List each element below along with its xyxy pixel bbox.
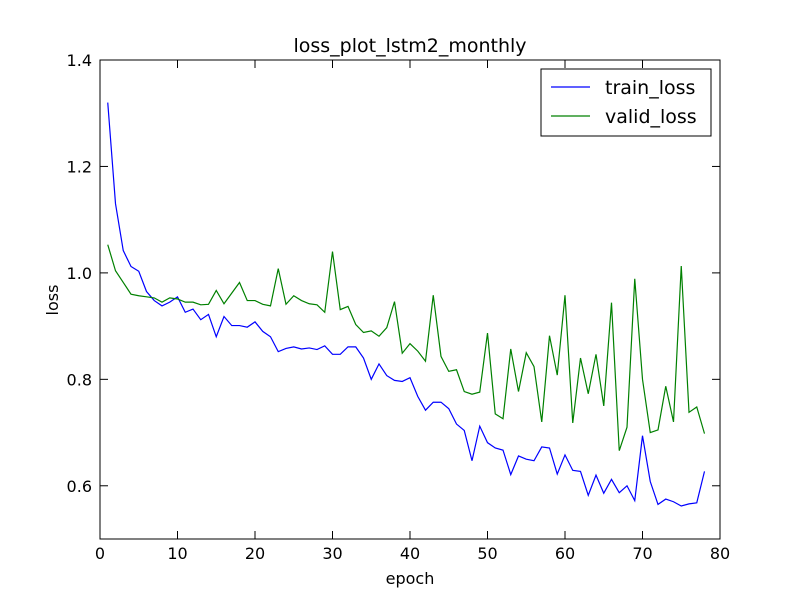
y-tick-label: 0.6 — [67, 477, 92, 496]
series-line-train-loss — [107, 102, 706, 507]
chart-title: loss_plot_lstm2_monthly — [293, 35, 526, 57]
legend: train_loss valid_loss — [540, 68, 712, 137]
y-tick-label: 1.0 — [67, 264, 92, 283]
x-tick-label: 20 — [245, 544, 265, 563]
x-tick-label: 50 — [477, 544, 497, 563]
x-tick-label: 70 — [632, 544, 652, 563]
y-tick-label: 1.2 — [67, 157, 92, 176]
x-tick-label: 60 — [555, 544, 575, 563]
y-tick-label: 0.8 — [67, 370, 92, 389]
y-tick-label: 1.4 — [67, 51, 92, 70]
x-tick-label: 80 — [710, 544, 730, 563]
x-tick-label: 0 — [95, 544, 105, 563]
x-tick-label: 40 — [400, 544, 420, 563]
plot-lines — [107, 102, 706, 507]
y-axis-label: loss — [43, 285, 62, 316]
series-line-valid-loss — [107, 244, 706, 451]
x-axis-ticks: 0 10 20 30 40 50 60 70 80 — [95, 60, 730, 563]
x-tick-label: 10 — [167, 544, 187, 563]
legend-label-train: train_loss — [605, 77, 695, 99]
legend-label-valid: valid_loss — [605, 106, 697, 128]
x-axis-label: epoch — [386, 569, 435, 588]
legend-box — [540, 68, 712, 137]
x-tick-label: 30 — [322, 544, 342, 563]
y-axis-ticks: 0.6 0.8 1.0 1.2 1.4 — [67, 51, 720, 496]
